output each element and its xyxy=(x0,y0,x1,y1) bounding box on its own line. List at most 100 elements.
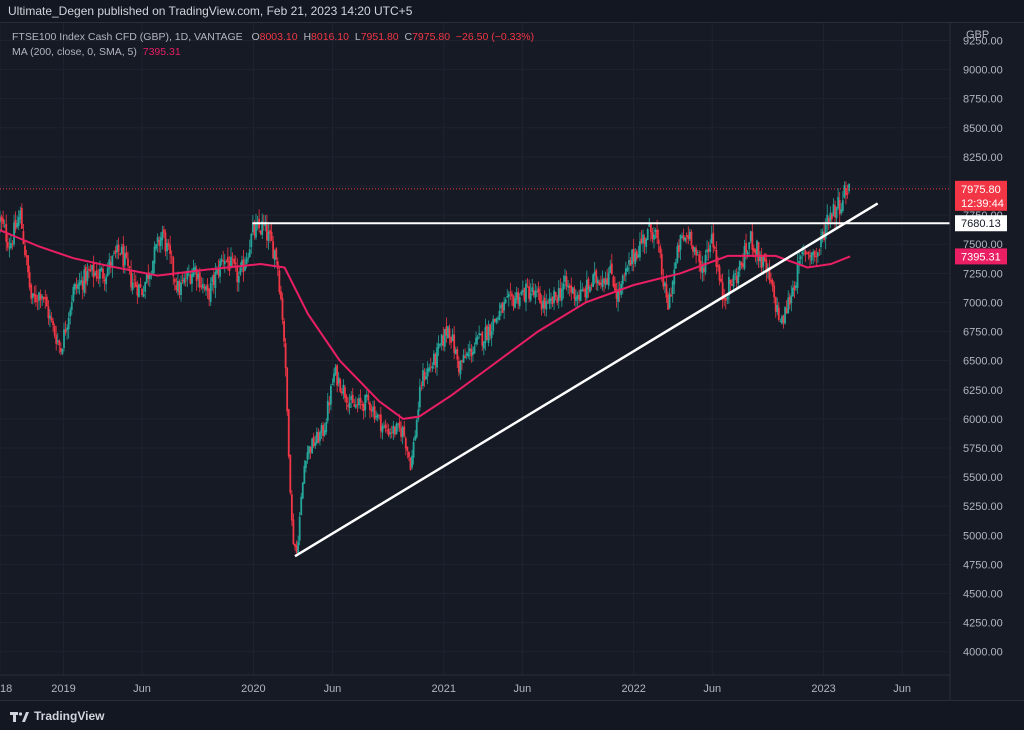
candle-body xyxy=(470,348,473,357)
candle-body xyxy=(170,256,173,258)
candle-body xyxy=(568,286,571,288)
high-value: 8016.10 xyxy=(311,31,349,43)
candle-body xyxy=(781,316,783,324)
candle-body xyxy=(518,297,521,307)
candle-body xyxy=(422,369,424,386)
candle-body xyxy=(133,279,136,281)
candle-body xyxy=(56,340,59,342)
candle-body xyxy=(777,307,780,320)
candle-body xyxy=(687,235,690,240)
candle-body xyxy=(38,292,40,301)
price-tick-label: 4000.00 xyxy=(963,647,1003,659)
candle-body xyxy=(603,278,605,284)
tradingview-brand[interactable]: TradingView xyxy=(10,709,104,723)
candle-body xyxy=(493,318,496,322)
candle-body xyxy=(70,302,73,310)
candle-body xyxy=(846,192,849,195)
candle-body xyxy=(816,252,819,257)
candle-body xyxy=(153,246,156,264)
candle-body xyxy=(585,279,588,299)
candle-body xyxy=(423,371,426,381)
candle-body xyxy=(592,274,594,288)
candle-body xyxy=(841,200,844,211)
candle-body xyxy=(34,294,37,302)
candle-body xyxy=(681,236,683,239)
candle-body xyxy=(49,315,51,319)
candle-body xyxy=(657,239,660,244)
candle-body xyxy=(248,249,251,258)
candle-body xyxy=(203,286,206,289)
chart-area[interactable] xyxy=(0,22,1024,701)
candle-body xyxy=(95,270,98,279)
candle-body xyxy=(72,286,75,302)
candle-body xyxy=(771,280,774,287)
candle-body xyxy=(481,332,484,346)
candle-body xyxy=(409,457,412,470)
candle-body xyxy=(152,261,154,275)
candle-body xyxy=(587,278,590,290)
candle-body xyxy=(715,249,718,267)
candle-body xyxy=(86,271,89,281)
candle-body xyxy=(695,248,698,256)
candle-body xyxy=(712,232,715,248)
candle-body xyxy=(743,245,746,269)
candle-body xyxy=(648,223,651,227)
candle-body xyxy=(504,299,507,303)
candle-body xyxy=(779,321,782,323)
candle-body xyxy=(676,246,679,263)
price-tick-label: 7000.00 xyxy=(963,297,1003,309)
candle-body xyxy=(550,299,552,301)
candle-body xyxy=(359,397,362,403)
candle-body xyxy=(731,284,733,286)
candle-body xyxy=(788,296,791,305)
price-axis[interactable]: 9250.009000.008750.008500.008250.008000.… xyxy=(949,23,1003,700)
price-chart[interactable]: 9250.009000.008750.008500.008250.008000.… xyxy=(0,0,1024,700)
candle-body xyxy=(765,259,768,273)
candle-body xyxy=(461,360,463,362)
candle-body xyxy=(287,409,290,457)
candle-body xyxy=(300,496,303,516)
candle-body xyxy=(831,214,833,220)
candle-body xyxy=(656,229,658,239)
candle-body xyxy=(389,432,392,434)
candle-body xyxy=(308,446,310,454)
open-label: O xyxy=(251,31,260,43)
candle-body xyxy=(801,251,804,255)
candle-body xyxy=(526,286,529,288)
time-axis[interactable]: 2018 2019 Jun 2020 Jun 2021 Jun 2022 Jun 2023 Jun xyxy=(0,674,950,695)
candle-body xyxy=(525,283,527,303)
candle-body xyxy=(127,258,129,266)
candle-body xyxy=(678,244,680,253)
candle-body xyxy=(109,261,112,268)
candle-body xyxy=(395,423,398,435)
candle-body xyxy=(111,255,114,268)
candle-body xyxy=(83,269,86,293)
candle-body xyxy=(523,288,526,301)
candle-body xyxy=(13,222,15,245)
symbol-title[interactable]: FTSE100 Index Cash CFD (GBP), 1D, VANTAG… xyxy=(12,31,243,43)
candle-body xyxy=(314,442,317,446)
candle-body xyxy=(378,414,381,416)
candle-body xyxy=(386,430,388,432)
candle-body xyxy=(818,250,821,251)
ma-title[interactable]: MA (200, close, 0, SMA, 5) xyxy=(12,46,137,58)
candle-body xyxy=(642,234,644,244)
candle-body xyxy=(487,326,490,343)
candle-body xyxy=(358,398,360,406)
candle-body xyxy=(459,361,462,375)
candle-body xyxy=(31,293,34,299)
candle-body xyxy=(92,263,95,278)
candle-body xyxy=(540,302,543,310)
candle-body xyxy=(53,325,56,336)
candle-body xyxy=(567,285,570,288)
low-value: 7951.80 xyxy=(360,31,399,43)
candle-body xyxy=(562,283,565,290)
price-tick-label: 7250.00 xyxy=(963,268,1003,280)
candle-body xyxy=(807,251,810,255)
candle-body xyxy=(796,262,799,289)
candle-body xyxy=(503,302,506,311)
candle-body xyxy=(24,245,26,256)
candle-body xyxy=(645,239,648,248)
candle-body xyxy=(426,368,429,377)
candle-body xyxy=(684,237,687,242)
